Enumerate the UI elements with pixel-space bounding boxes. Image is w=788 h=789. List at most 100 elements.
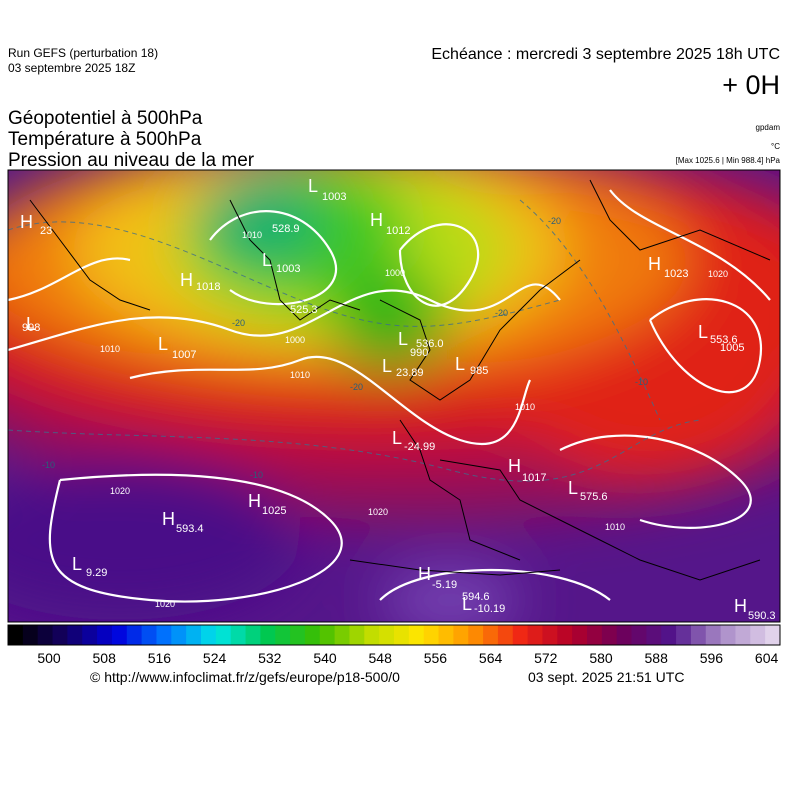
pressure-center-label: L [568,478,578,498]
colorbar-swatch [290,625,306,645]
isotherm-label: -10 [42,460,55,470]
colorbar-swatch [661,625,677,645]
pressure-center-label: 590.3 [748,610,776,622]
pressure-center-label: 23.89 [396,367,424,379]
isotherm-label: -20 [548,216,561,226]
pressure-center-label: 525.3 [290,304,318,316]
colorbar-swatch [126,625,143,645]
colorbar-swatch [572,625,588,645]
colorbar-tick-label: 516 [148,650,172,666]
pressure-center-label: H [370,210,383,230]
colorbar-tick-label: 524 [203,650,227,666]
colorbar-swatch [349,625,365,645]
colorbar-tick-label: 604 [755,650,779,666]
pressure-center-label: L [72,554,82,574]
pressure-center-label: 553.6 [710,334,738,346]
isobar-label: 1020 [708,269,728,279]
colorbar-swatch [453,625,469,645]
colorbar-swatch [52,625,68,645]
colorbar-swatch [676,625,692,645]
colorbar-swatch [364,625,380,645]
colorbar-swatch [587,625,603,645]
colorbar-tick-label: 596 [700,650,724,666]
colorbar-swatch [423,625,440,645]
pressure-center-label: 1007 [172,349,196,361]
unit-label: gpdam [755,123,780,132]
colorbar-swatch [438,625,454,645]
colorbar-swatch [394,625,410,645]
colorbar-tick-label: 572 [534,650,558,666]
pressure-center-label: 1012 [386,225,410,237]
pressure-center-label: H [648,254,661,274]
colorbar-swatch [483,625,499,645]
colorbar-swatch [215,625,232,645]
pressure-center-label: 990 [410,347,428,359]
lead-time: + 0H [722,70,780,100]
pressure-center-label: -10.19 [474,603,505,615]
pressure-center-label: 536.0 [416,338,444,350]
colorbar-swatch [542,625,558,645]
pressure-center-label: 593.4 [176,523,204,535]
pressure-center-label: 1003 [276,263,300,275]
isobar-label: 1010 [100,344,120,354]
map-frame [7,169,781,623]
map-field [8,170,780,622]
isotherm-label: -20 [350,382,363,392]
colorbar-swatch [631,625,647,645]
colorbar-swatch [186,625,202,645]
isobar-label: 1020 [110,486,130,496]
pressure-center-label: L [262,250,272,270]
colorbar-swatch [245,625,261,645]
pressure-center-label: 23 [40,225,52,237]
source-url: © http://www.infoclimat.fr/z/gefs/europe… [90,669,400,685]
isobar-label: 1020 [368,507,388,517]
colorbar-swatch [8,625,24,645]
pressure-center-label: 528.9 [272,223,300,235]
field-title: Pression au niveau de la mer [8,150,255,171]
colorbar-swatch [408,625,425,645]
colorbar-tick-label: 500 [37,650,61,666]
valid-time: Echéance : mercredi 3 septembre 2025 18h… [431,46,780,63]
colorbar-swatch [260,625,276,645]
colorbar-swatch [601,625,618,645]
colorbar-swatch [735,625,751,645]
colorbar-swatch [111,625,128,645]
pressure-center-label: 1003 [322,191,346,203]
colorbar-frame [7,624,781,646]
pressure-center-label: 1005 [720,342,744,354]
isobar-label: 1010 [515,402,535,412]
pressure-center-label: -24.99 [404,441,435,453]
colorbar-swatch [468,625,484,645]
colorbar-swatch [319,625,336,645]
colorbar-swatch [82,625,98,645]
pressure-center-label: L [26,314,36,334]
colorbar-swatch [230,625,247,645]
pressure-center-label: H [20,212,33,232]
colorbar-swatch [497,625,514,645]
pressure-center-label: 1018 [196,281,220,293]
pressure-center-label: 1023 [664,268,688,280]
colorbar-tick-label: 532 [258,650,282,666]
colorbar-swatch [616,625,633,645]
pressure-center-label: H [248,491,261,511]
isotherm-label: -20 [232,318,245,328]
isobar-label: 1000 [285,335,305,345]
colorbar-swatch [512,625,529,645]
isobar-label: 1010 [290,370,310,380]
colorbar-swatch [141,625,157,645]
isotherm-label: -10 [635,377,648,387]
pressure-center-label: -5.19 [432,579,457,591]
pressure-center-label: 998 [22,322,40,334]
field-title: Température à 500hPa [8,129,202,150]
colorbar-swatch [67,625,83,645]
colorbar-tick-label: 564 [479,650,503,666]
colorbar-swatch [690,625,707,645]
colorbar-swatch [720,625,736,645]
generated-time: 03 sept. 2025 21:51 UTC [528,669,685,685]
pressure-center-label: 1025 [262,505,286,517]
isotherm-label: -20 [495,308,508,318]
pressure-center-label: 594.6 [462,591,490,603]
colorbar-swatch [37,625,54,645]
colorbar-swatch [527,625,543,645]
